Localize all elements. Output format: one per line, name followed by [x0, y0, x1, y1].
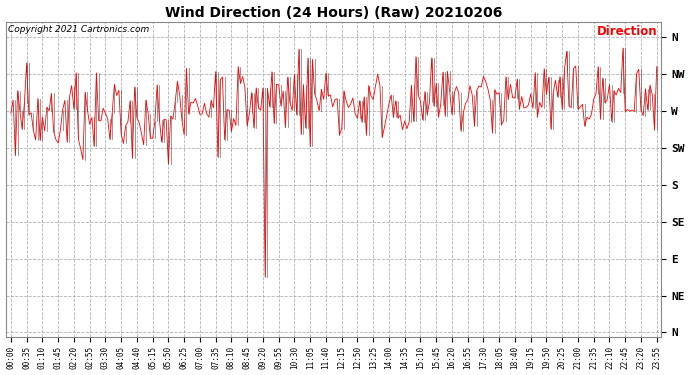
Title: Wind Direction (24 Hours) (Raw) 20210206: Wind Direction (24 Hours) (Raw) 20210206: [165, 6, 502, 20]
Text: Copyright 2021 Cartronics.com: Copyright 2021 Cartronics.com: [8, 25, 149, 34]
Text: Direction: Direction: [598, 25, 658, 38]
